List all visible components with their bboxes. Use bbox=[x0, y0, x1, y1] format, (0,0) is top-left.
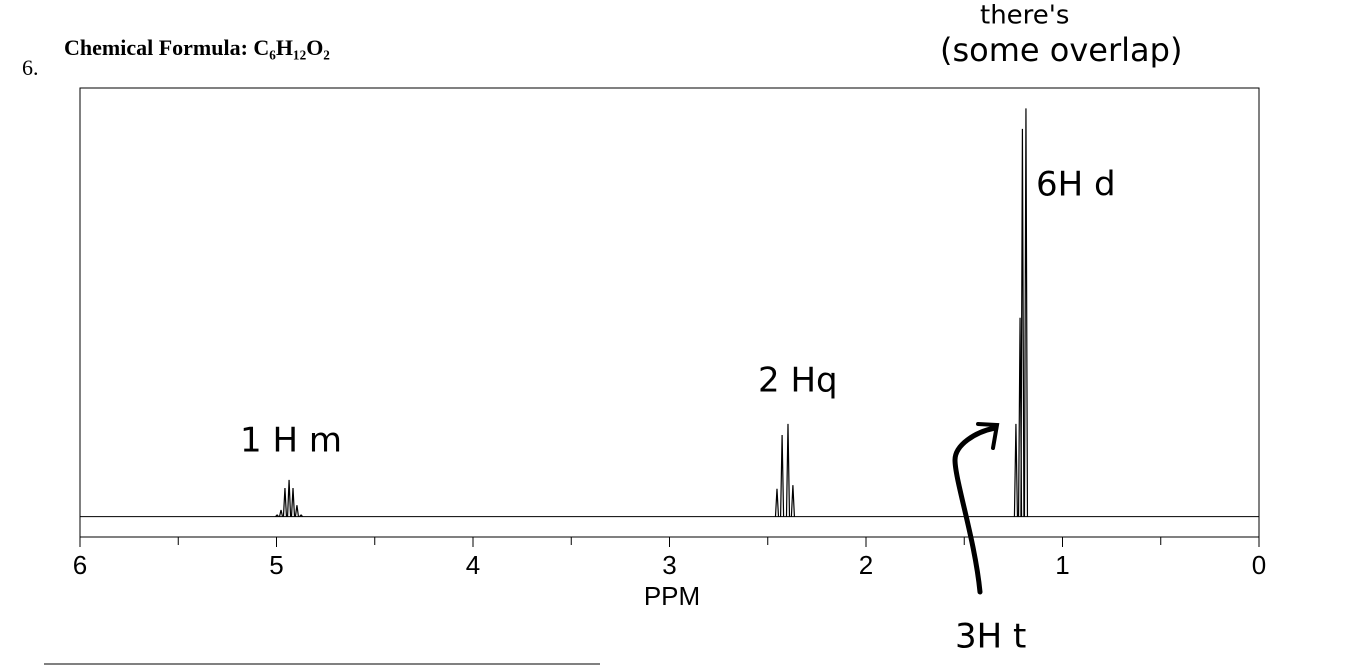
arrow-head bbox=[976, 422, 1000, 450]
annotation: 2 Hq bbox=[758, 361, 838, 401]
annotation: 1 H m bbox=[240, 421, 342, 461]
peak bbox=[1020, 128, 1025, 517]
peak bbox=[774, 488, 780, 517]
annotation: 6H d bbox=[1036, 165, 1116, 205]
x-axis-label: PPM bbox=[644, 581, 700, 611]
peak bbox=[785, 423, 791, 517]
x-tick-label: 3 bbox=[662, 550, 676, 580]
chart-title: Chemical Formula: C₆H₁₂O₂ bbox=[64, 35, 330, 60]
peak bbox=[275, 514, 280, 517]
plot-frame bbox=[79, 87, 1260, 538]
peak bbox=[299, 514, 304, 517]
peak bbox=[1013, 423, 1019, 517]
question-number: 6. bbox=[22, 55, 39, 80]
x-tick-label: 5 bbox=[269, 550, 283, 580]
annotation: 3H t bbox=[955, 617, 1026, 657]
peak bbox=[1023, 108, 1029, 517]
peak bbox=[278, 509, 284, 517]
peak bbox=[779, 434, 785, 517]
x-tick-label: 2 bbox=[859, 550, 873, 580]
peak bbox=[290, 487, 296, 517]
arrow bbox=[952, 425, 998, 595]
x-tick-label: 6 bbox=[73, 550, 87, 580]
peak bbox=[790, 485, 796, 517]
peak bbox=[286, 479, 292, 517]
x-tick-label: 1 bbox=[1055, 550, 1069, 580]
peak bbox=[294, 505, 300, 517]
peak bbox=[282, 487, 288, 517]
annotation: there's bbox=[980, 1, 1069, 31]
annotation: (some overlap) bbox=[940, 31, 1182, 69]
x-tick-label: 4 bbox=[466, 550, 480, 580]
x-tick-label: 0 bbox=[1252, 550, 1266, 580]
